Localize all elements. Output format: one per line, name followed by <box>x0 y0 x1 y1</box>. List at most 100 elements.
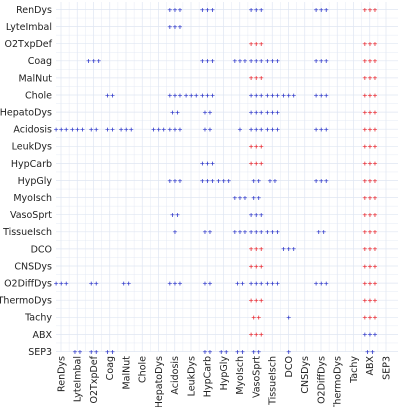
column-label: HypGly <box>219 356 230 391</box>
row-label: ABX <box>32 330 52 341</box>
cell-mark: +++ <box>216 177 231 185</box>
column-label: ABX <box>365 356 376 376</box>
cell-mark: +++ <box>248 143 263 151</box>
cell-mark: +++ <box>362 245 377 253</box>
row-label: MyoIsch <box>13 193 52 204</box>
cell-mark: +++ <box>362 194 377 202</box>
column-label: ThermoDys <box>333 356 344 407</box>
cell-mark: + <box>237 126 242 134</box>
cell-mark: +++ <box>248 297 263 305</box>
row-label: CNSDys <box>14 261 52 272</box>
column-label: O2TxpDef <box>89 355 100 403</box>
cell-mark: +++ <box>53 279 68 287</box>
row-label: O2DiffDys <box>4 279 52 290</box>
cell-mark: ++ <box>88 126 98 134</box>
cell-mark: +++ <box>200 6 215 14</box>
grid-lines <box>56 2 398 352</box>
cell-mark: +++ <box>313 6 328 14</box>
cell-mark: ++ <box>235 348 245 356</box>
cell-mark: +++ <box>362 331 377 339</box>
cell-mark: +++ <box>167 279 182 287</box>
cell-mark: +++ <box>313 126 328 134</box>
cell-mark: ++ <box>267 177 277 185</box>
cell-mark: +++ <box>248 74 263 82</box>
cell-mark: +++ <box>70 126 85 134</box>
row-label: Coag <box>28 56 52 67</box>
cell-mark: +++ <box>167 6 182 14</box>
column-label: LeukDys <box>186 356 197 396</box>
cell-mark: +++ <box>362 74 377 82</box>
cell-mark: +++ <box>200 160 215 168</box>
cell-mark: +++ <box>281 245 296 253</box>
cell-mark: ++ <box>202 279 212 287</box>
column-label: Acidosis <box>170 356 181 395</box>
cell-mark: +++ <box>248 279 263 287</box>
cell-mark: +++ <box>313 57 328 65</box>
cell-mark: ++ <box>202 228 212 236</box>
cell-mark: +++ <box>362 6 377 14</box>
cell-mark: ++ <box>88 279 98 287</box>
cell-mark: ++ <box>170 108 180 116</box>
cell-mark: +++ <box>362 143 377 151</box>
cell-mark: +++ <box>232 194 247 202</box>
cell-mark: +++ <box>167 177 182 185</box>
row-label: Chole <box>25 90 52 101</box>
cell-mark: + <box>172 228 177 236</box>
cell-mark: ++ <box>316 228 326 236</box>
row-label: SEP3 <box>28 347 52 358</box>
cell-mark: ++ <box>218 348 228 356</box>
cell-mark: +++ <box>362 57 377 65</box>
cell-mark: ++ <box>202 108 212 116</box>
row-label: HypCarb <box>11 159 52 170</box>
cell-mark: +++ <box>362 40 377 48</box>
column-label: SEP3 <box>381 356 392 380</box>
cell-mark: ++ <box>121 279 131 287</box>
cell-mark: ++ <box>170 211 180 219</box>
cell-mark: +++ <box>313 279 328 287</box>
cell-mark: +++ <box>265 57 280 65</box>
cell-mark: +++ <box>167 91 182 99</box>
cell-mark: +++ <box>265 228 280 236</box>
cell-mark: +++ <box>362 91 377 99</box>
cell-mark: +++ <box>248 126 263 134</box>
cell-mark: ++ <box>105 126 115 134</box>
cell-mark: +++ <box>248 160 263 168</box>
cell-mark: +++ <box>232 228 247 236</box>
cell-mark: ++ <box>251 177 261 185</box>
row-label: Tachy <box>24 313 52 324</box>
row-label: LeukDys <box>12 142 52 153</box>
cell-mark: +++ <box>248 331 263 339</box>
cell-mark: +++ <box>200 91 215 99</box>
cell-mark: +++ <box>265 108 280 116</box>
cell-mark: +++ <box>248 6 263 14</box>
cell-mark: +++ <box>313 91 328 99</box>
cell-mark: +++ <box>232 57 247 65</box>
cell-mark: +++ <box>248 228 263 236</box>
row-label: HypGly <box>18 176 53 187</box>
column-label: MyoIsch <box>235 356 246 395</box>
column-label: VasoSprt <box>251 356 262 398</box>
cell-mark: ++ <box>202 348 212 356</box>
cell-mark: +++ <box>265 91 280 99</box>
cell-mark: +++ <box>248 91 263 99</box>
column-label: HepatoDys <box>154 356 165 407</box>
cell-mark: + <box>286 348 291 356</box>
cell-mark: ++ <box>202 126 212 134</box>
cell-mark: ++ <box>72 348 82 356</box>
cell-mark: +++ <box>200 177 215 185</box>
row-label: Acidosis <box>13 125 52 136</box>
cell-mark: +++ <box>362 297 377 305</box>
cell-mark: +++ <box>248 245 263 253</box>
row-label: HepatoDys <box>0 108 52 119</box>
column-label: O2DiffDys <box>316 356 327 404</box>
cell-mark: ++ <box>251 194 261 202</box>
cell-mark: +++ <box>265 279 280 287</box>
column-label: Tachy <box>349 356 360 384</box>
column-label: MalNut <box>121 356 132 390</box>
cell-mark: +++ <box>281 91 296 99</box>
row-label: RenDys <box>16 5 52 16</box>
cell-mark: +++ <box>200 57 215 65</box>
row-label: TissueIsch <box>2 227 52 238</box>
cell-mark: ++ <box>251 314 261 322</box>
cell-mark: +++ <box>362 279 377 287</box>
